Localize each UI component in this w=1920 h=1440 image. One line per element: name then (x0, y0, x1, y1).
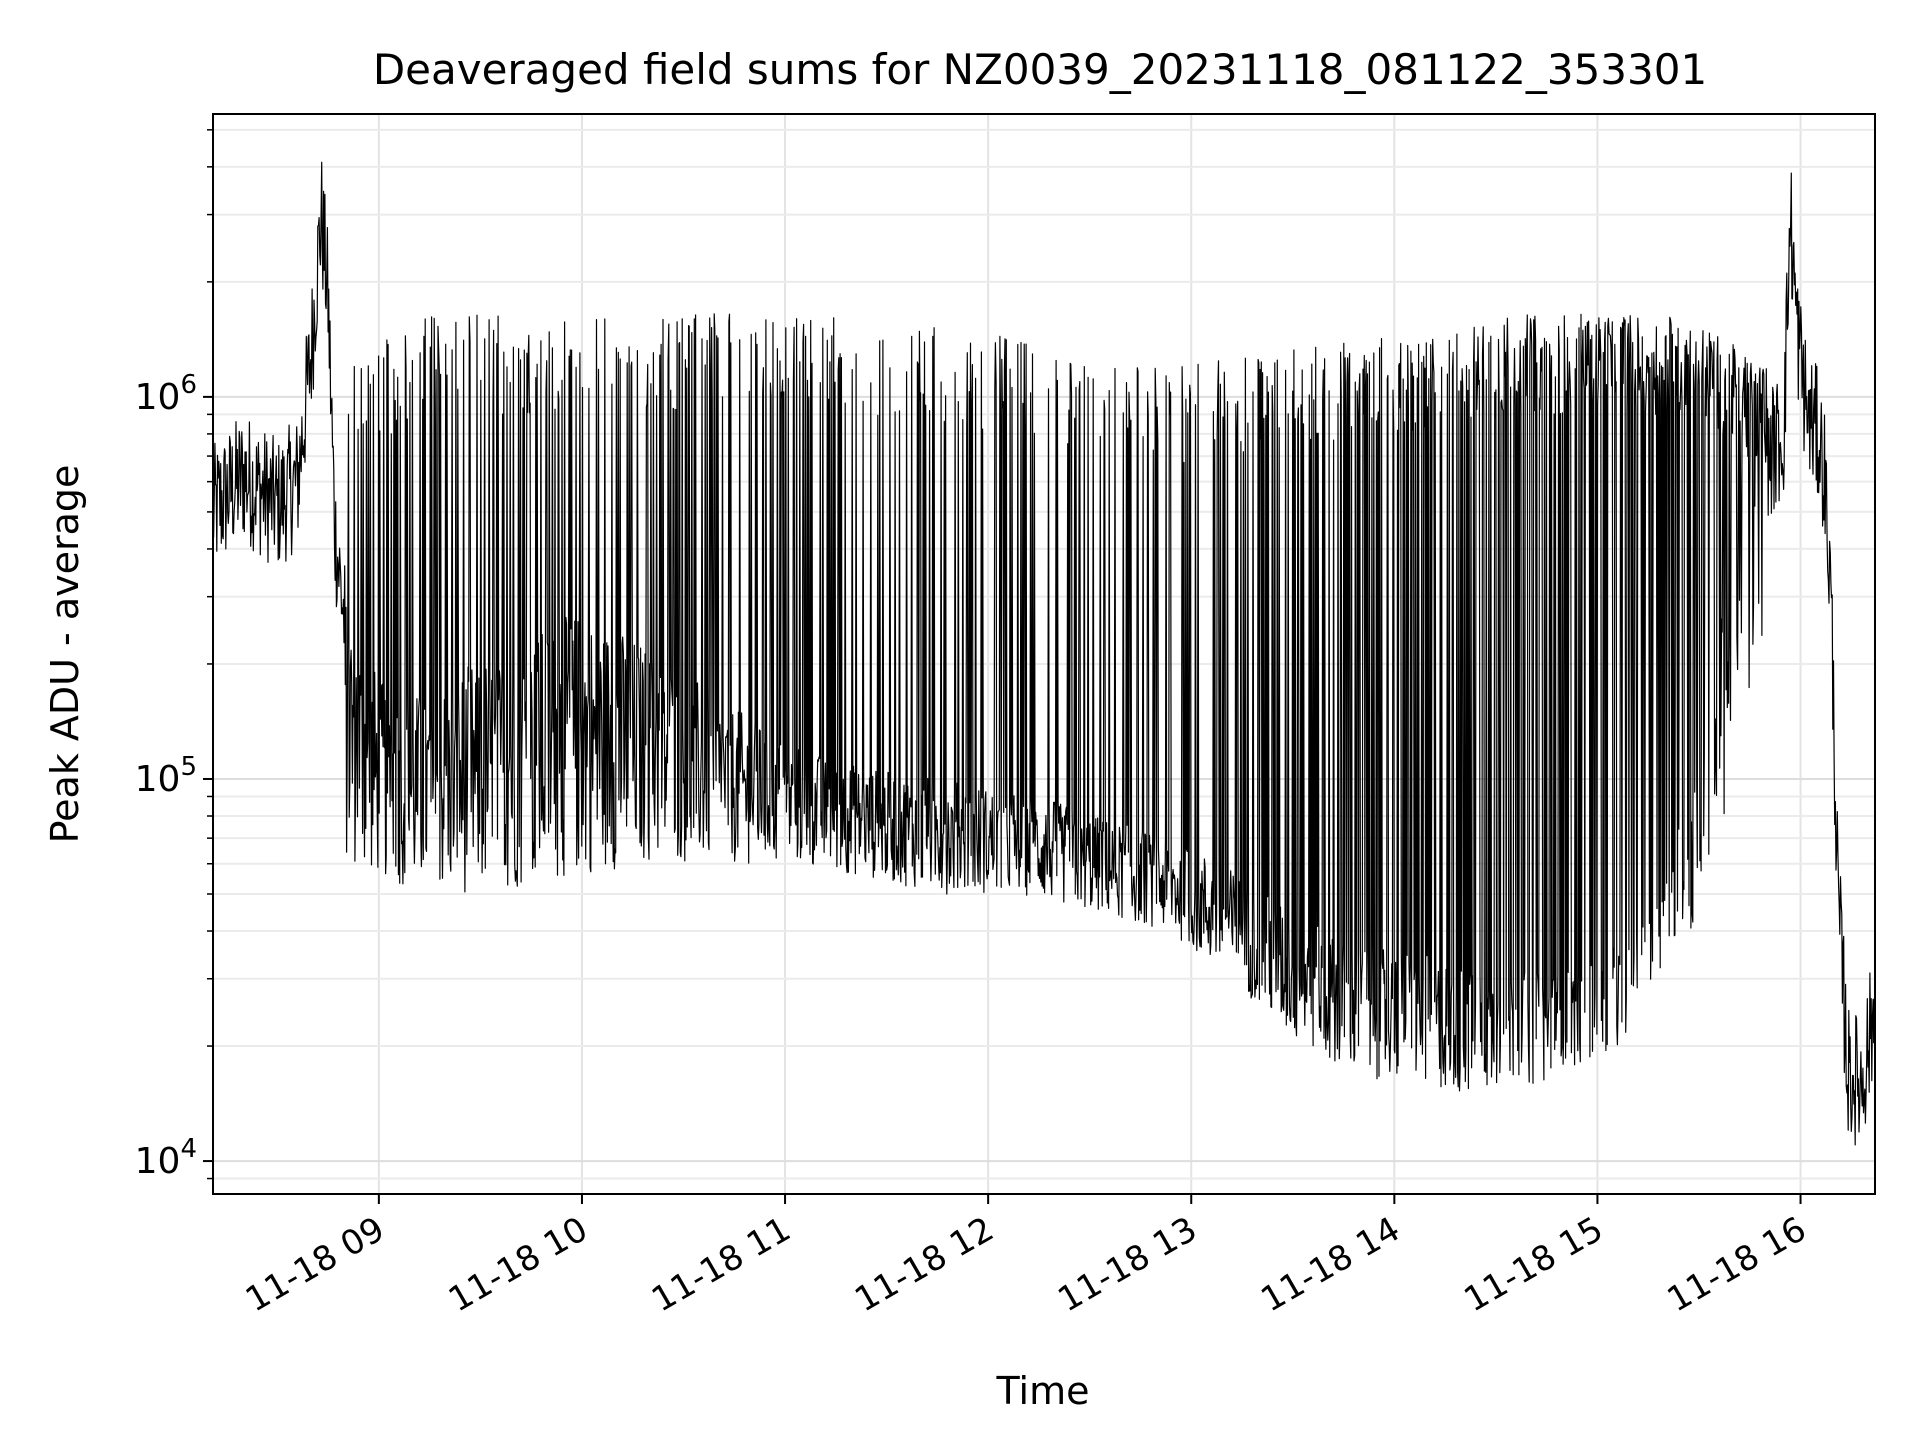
y-tick-label: 104 (135, 1134, 197, 1182)
y-axis: 104 105 106 (135, 129, 213, 1182)
x-axis-label: Time (996, 1369, 1090, 1413)
series-layer (212, 161, 1876, 1146)
chart-title: Deaveraged field sums for NZ0039_2023111… (373, 45, 1707, 94)
y-tick-label: 106 (135, 370, 197, 418)
plot-frame (212, 113, 1876, 1195)
y-axis-label: Peak ADU - average (43, 465, 87, 844)
y-tick-label: 105 (135, 752, 197, 800)
series-line (212, 161, 1876, 1146)
